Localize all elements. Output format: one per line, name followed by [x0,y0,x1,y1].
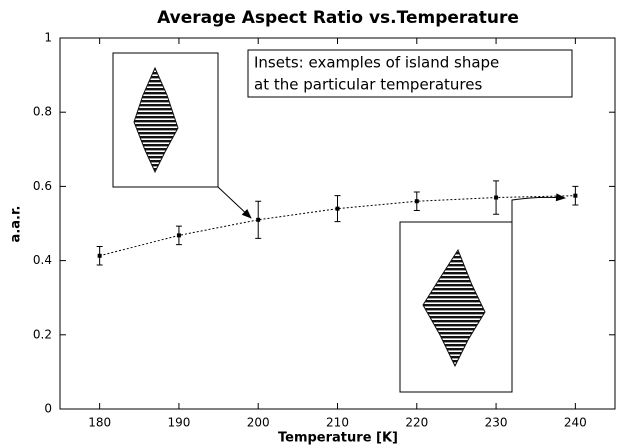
inset [399,193,566,393]
island-shape [422,248,486,368]
x-tick-label: 200 [247,416,270,430]
arrow [511,193,566,222]
x-axis-label: Temperature [K] [278,431,398,446]
x-tick-label: 190 [167,416,190,430]
island-shape [133,66,179,174]
data-point [176,233,181,238]
inset [112,52,252,219]
annotation-line: at the particular temperatures [254,76,482,94]
y-tick-label: 0 [44,402,52,416]
data-point [414,199,419,204]
y-tick-label: 0.8 [33,105,52,119]
data-point [256,217,261,222]
y-tick-label: 0.2 [33,327,52,341]
data-point [573,193,578,198]
y-tick-label: 1 [44,31,52,45]
chart-title: Average Aspect Ratio vs.Temperature [157,8,519,28]
x-tick-label: 240 [564,416,587,430]
annotation: Insets: examples of island shape at the … [247,49,573,98]
x-tick-label: 210 [326,416,349,430]
data-point [494,195,499,200]
arrow [217,186,252,219]
y-axis-label: a.a.r. [9,206,24,243]
annotation-box [247,49,573,98]
y-tick-label: 0.6 [33,179,52,193]
x-tick-label: 220 [405,416,428,430]
annotation-line: Insets: examples of island shape [254,54,499,72]
x-tick-label: 230 [485,416,508,430]
x-tick-label: 180 [88,416,111,430]
data-point [335,206,340,211]
data-point [97,253,102,258]
y-tick-label: 0.4 [33,253,52,267]
